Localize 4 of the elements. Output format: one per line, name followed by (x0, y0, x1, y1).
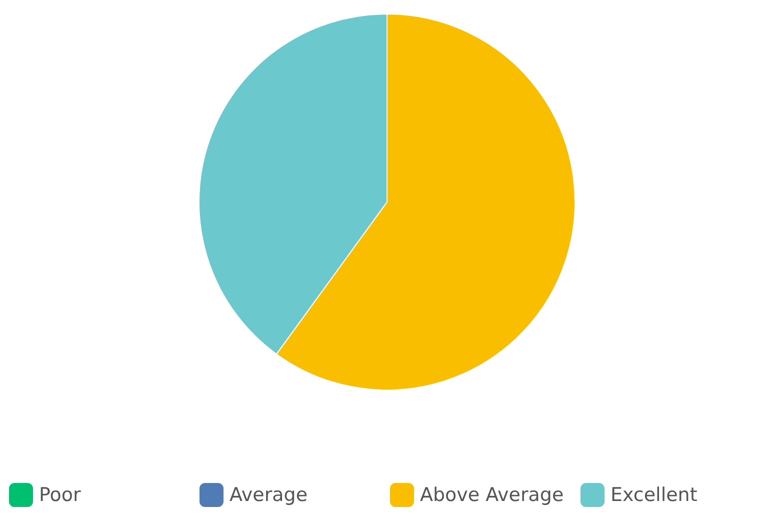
legend-label: Excellent (610, 484, 698, 506)
legend-label: Average (230, 484, 308, 506)
legend-label: Poor (39, 484, 82, 506)
legend-label: Above Average (420, 484, 564, 506)
